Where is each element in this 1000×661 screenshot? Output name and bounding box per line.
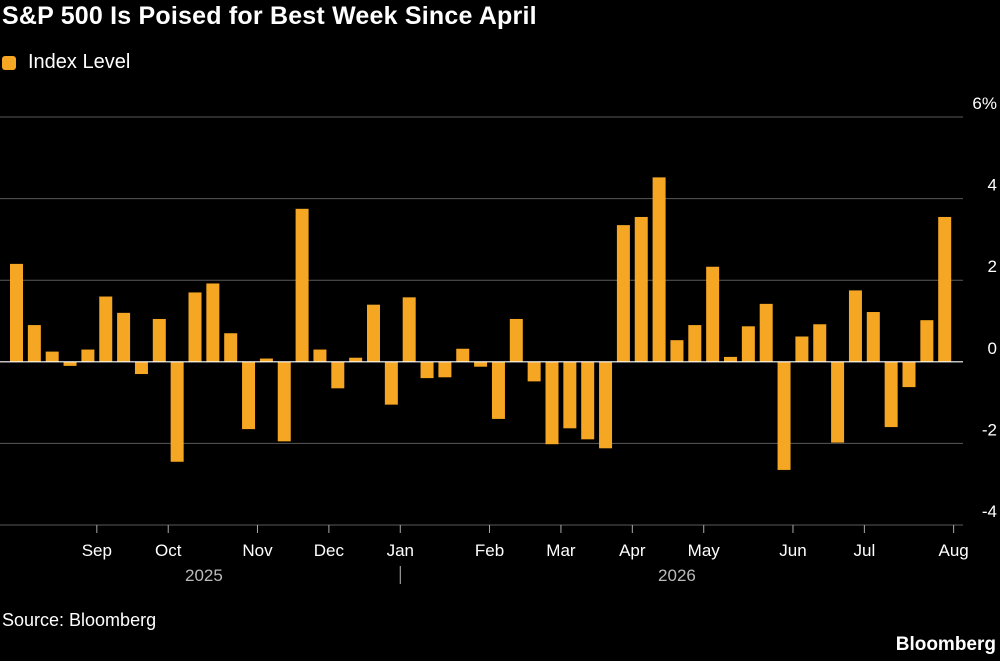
x-tick-label: Mar: [546, 541, 576, 560]
legend-label: Index Level: [28, 51, 131, 73]
bar: [188, 292, 202, 362]
bar: [724, 356, 737, 362]
x-tick-label: Jun: [779, 541, 806, 560]
bar: [384, 361, 398, 405]
bar: [938, 216, 952, 362]
bar: [81, 349, 95, 362]
bar-chart: 6% 4 2 0 -2 -4 Sep Oct Nov Dec Jan Feb Mar Apr May Jun…: [0, 94, 997, 585]
bar: [688, 325, 702, 362]
bar: [242, 361, 256, 430]
bar: [63, 361, 77, 366]
x-tick-label: Apr: [619, 541, 646, 560]
x-tick-label: Aug: [939, 541, 969, 560]
bar: [848, 290, 862, 362]
bar: [99, 296, 113, 362]
bar: [759, 303, 773, 362]
legend-swatch: [2, 55, 16, 70]
x-tick-label: Oct: [155, 541, 182, 560]
bar: [27, 325, 41, 362]
y-tick-label: 4: [988, 176, 997, 195]
bar: [438, 361, 452, 378]
grid-lines: [0, 116, 963, 526]
bar: [170, 361, 184, 462]
bar: [652, 177, 666, 362]
bar: [777, 361, 791, 470]
bar: [581, 361, 595, 440]
x-tick-label: Feb: [475, 541, 504, 560]
x-tick-label: Sep: [82, 541, 112, 560]
bar: [224, 333, 238, 362]
bar: [884, 361, 898, 428]
bar: [491, 361, 505, 419]
bloomberg-logo: Bloomberg: [895, 634, 996, 655]
x-tick-label: Dec: [314, 541, 345, 560]
y-tick-label: 6%: [972, 94, 997, 113]
bar: [367, 304, 380, 362]
bar: [563, 361, 577, 429]
x-tick-label: Jan: [387, 541, 414, 560]
bar: [10, 263, 23, 362]
bar: [920, 320, 934, 362]
x-axis-ticks: Sep Oct Nov Dec Jan Feb Mar Apr May Jun Jul Aug 2025…: [82, 525, 969, 585]
bar: [902, 361, 916, 388]
y-tick-label: -4: [982, 502, 997, 521]
y-tick-label: -2: [982, 420, 997, 439]
bar: [349, 357, 363, 362]
bar: [277, 361, 291, 442]
bar: [509, 318, 523, 362]
y-tick-label: 2: [988, 257, 997, 276]
x-year-label: 2026: [658, 566, 696, 585]
bar: [866, 312, 880, 362]
legend: Index Level: [2, 51, 130, 74]
bar: [331, 361, 345, 389]
x-tick-label: Nov: [242, 541, 273, 560]
bar: [813, 324, 827, 362]
bar: [670, 340, 684, 362]
bar: [545, 361, 559, 445]
bar: [634, 216, 648, 362]
bar: [706, 266, 720, 362]
y-tick-label: 0: [988, 339, 997, 358]
bar: [295, 208, 309, 362]
bar: [206, 283, 220, 362]
bar: [152, 318, 166, 362]
bar: [134, 361, 148, 375]
bar: [313, 349, 327, 362]
chart-title: S&P 500 Is Poised for Best Week Since Ap…: [2, 2, 537, 30]
bar: [259, 358, 273, 362]
bar: [420, 361, 434, 379]
x-tick-label: May: [688, 541, 721, 560]
bar: [741, 326, 755, 362]
bar: [795, 336, 809, 362]
bar: [402, 297, 416, 362]
bar: [45, 351, 59, 362]
bar: [474, 361, 488, 367]
x-tick-label: Jul: [854, 541, 876, 560]
source-note: Source: Bloomberg: [2, 610, 157, 630]
bar: [117, 312, 131, 362]
bar: [616, 225, 630, 362]
bar: [831, 361, 845, 443]
bar: [527, 361, 541, 382]
x-year-label: 2025: [185, 566, 223, 585]
bar: [599, 361, 613, 449]
bar: [456, 348, 470, 362]
y-axis-ticks: 6% 4 2 0 -2 -4: [972, 94, 997, 521]
bars: [10, 177, 952, 470]
